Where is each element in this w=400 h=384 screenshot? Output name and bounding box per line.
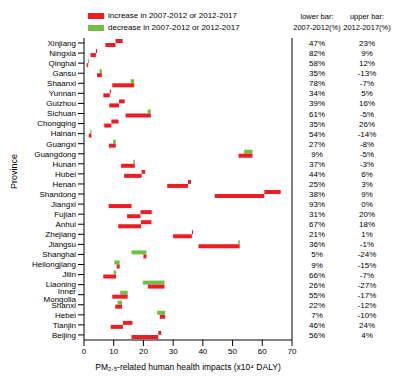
svg-text:-24%: -24% (358, 250, 377, 259)
svg-text:-10%: -10% (358, 311, 377, 320)
svg-text:66%: 66% (309, 271, 325, 280)
svg-text:7%: 7% (311, 311, 323, 320)
svg-text:Guizhou: Guizhou (46, 99, 76, 108)
svg-text:67%: 67% (309, 220, 325, 229)
svg-text:3%: 3% (361, 180, 373, 189)
svg-text:Zhejiang: Zhejiang (45, 230, 76, 239)
svg-text:25%: 25% (309, 180, 325, 189)
svg-text:Fujian: Fujian (54, 210, 76, 219)
svg-text:-15%: -15% (358, 261, 377, 270)
svg-text:Guangxi: Guangxi (46, 140, 76, 149)
svg-text:37%: 37% (309, 160, 325, 169)
svg-text:-27%: -27% (358, 281, 377, 290)
svg-text:21%: 21% (309, 230, 325, 239)
svg-text:20%: 20% (359, 210, 375, 219)
svg-text:5%: 5% (361, 89, 373, 98)
svg-text:78%: 78% (309, 79, 325, 88)
svg-text:34%: 34% (309, 89, 325, 98)
svg-text:-8%: -8% (360, 140, 374, 149)
svg-text:18%: 18% (359, 220, 375, 229)
svg-text:6%: 6% (361, 170, 373, 179)
svg-text:35%: 35% (309, 120, 325, 129)
svg-text:Hebei: Hebei (55, 311, 76, 320)
svg-text:Anhui: Anhui (56, 220, 77, 229)
svg-text:-12%: -12% (358, 301, 377, 310)
svg-text:Qinghai: Qinghai (48, 59, 76, 68)
svg-text:Hainan: Hainan (51, 129, 76, 138)
svg-text:-13%: -13% (358, 69, 377, 78)
svg-text:Hunan: Hunan (52, 160, 76, 169)
svg-text:Jiangsu: Jiangsu (48, 240, 76, 249)
svg-text:55%: 55% (309, 291, 325, 300)
svg-text:24%: 24% (359, 321, 375, 330)
svg-text:Shanghai: Shanghai (42, 250, 76, 259)
svg-text:31%: 31% (309, 210, 325, 219)
svg-text:36%: 36% (309, 240, 325, 249)
svg-text:Jilin: Jilin (62, 270, 76, 279)
svg-text:Hubei: Hubei (55, 170, 76, 179)
svg-text:-5%: -5% (360, 110, 374, 119)
svg-text:54%: 54% (309, 130, 325, 139)
svg-text:27%: 27% (309, 140, 325, 149)
svg-text:46%: 46% (309, 321, 325, 330)
svg-text:-14%: -14% (358, 130, 377, 139)
svg-text:38%: 38% (309, 190, 325, 199)
svg-text:50: 50 (228, 347, 237, 356)
svg-text:Henan: Henan (52, 180, 76, 189)
svg-text:60: 60 (258, 347, 267, 356)
svg-text:5%: 5% (311, 250, 323, 259)
svg-text:58%: 58% (309, 59, 325, 68)
svg-text:26%: 26% (359, 120, 375, 129)
svg-text:Sichuan: Sichuan (47, 109, 76, 118)
svg-text:61%: 61% (309, 110, 325, 119)
svg-text:-5%: -5% (360, 150, 374, 159)
svg-text:Heilongjiang: Heilongjiang (32, 260, 76, 269)
svg-text:Shaanxi: Shaanxi (47, 79, 76, 88)
svg-text:93%: 93% (309, 200, 325, 209)
svg-text:10: 10 (109, 347, 118, 356)
svg-text:56%: 56% (309, 331, 325, 340)
svg-text:Shandong: Shandong (40, 190, 76, 199)
svg-text:Beijing: Beijing (52, 331, 76, 340)
svg-text:Jiangxi: Jiangxi (51, 200, 76, 209)
svg-text:-7%: -7% (360, 79, 374, 88)
svg-text:35%: 35% (309, 69, 325, 78)
svg-text:20: 20 (139, 347, 148, 356)
svg-text:4%: 4% (361, 331, 373, 340)
svg-text:9%: 9% (361, 49, 373, 58)
svg-text:22%: 22% (309, 301, 325, 310)
svg-text:-17%: -17% (358, 291, 377, 300)
svg-text:82%: 82% (309, 49, 325, 58)
svg-text:26%: 26% (309, 281, 325, 290)
svg-text:Xinjiang: Xinjiang (48, 39, 76, 48)
svg-text:39%: 39% (309, 99, 325, 108)
svg-text:Chongqing: Chongqing (37, 119, 76, 128)
svg-text:-7%: -7% (360, 271, 374, 280)
svg-text:Yunnan: Yunnan (49, 89, 76, 98)
svg-text:-3%: -3% (360, 160, 374, 169)
svg-text:-1%: -1% (360, 240, 374, 249)
svg-text:9%: 9% (311, 150, 323, 159)
svg-text:47%: 47% (309, 39, 325, 48)
svg-text:Tianjin: Tianjin (53, 321, 76, 330)
svg-text:16%: 16% (359, 99, 375, 108)
svg-text:Shanxi: Shanxi (52, 301, 77, 310)
svg-text:0: 0 (82, 347, 87, 356)
svg-text:Gansu: Gansu (52, 69, 76, 78)
svg-text:9%: 9% (311, 261, 323, 270)
svg-text:1%: 1% (361, 230, 373, 239)
svg-text:Ningxia: Ningxia (49, 49, 76, 58)
svg-text:70: 70 (288, 347, 297, 356)
svg-text:30: 30 (169, 347, 178, 356)
svg-text:40: 40 (198, 347, 207, 356)
svg-text:Province: Province (9, 154, 19, 189)
svg-text:44%: 44% (309, 170, 325, 179)
svg-text:0%: 0% (361, 200, 373, 209)
svg-text:12%: 12% (359, 59, 375, 68)
svg-text:Guangdong: Guangdong (34, 150, 76, 159)
svg-text:23%: 23% (359, 39, 375, 48)
svg-text:9%: 9% (361, 190, 373, 199)
svg-text:PM₂.₅-related human health imp: PM₂.₅-related human health impacts (x10⁴… (95, 362, 281, 372)
